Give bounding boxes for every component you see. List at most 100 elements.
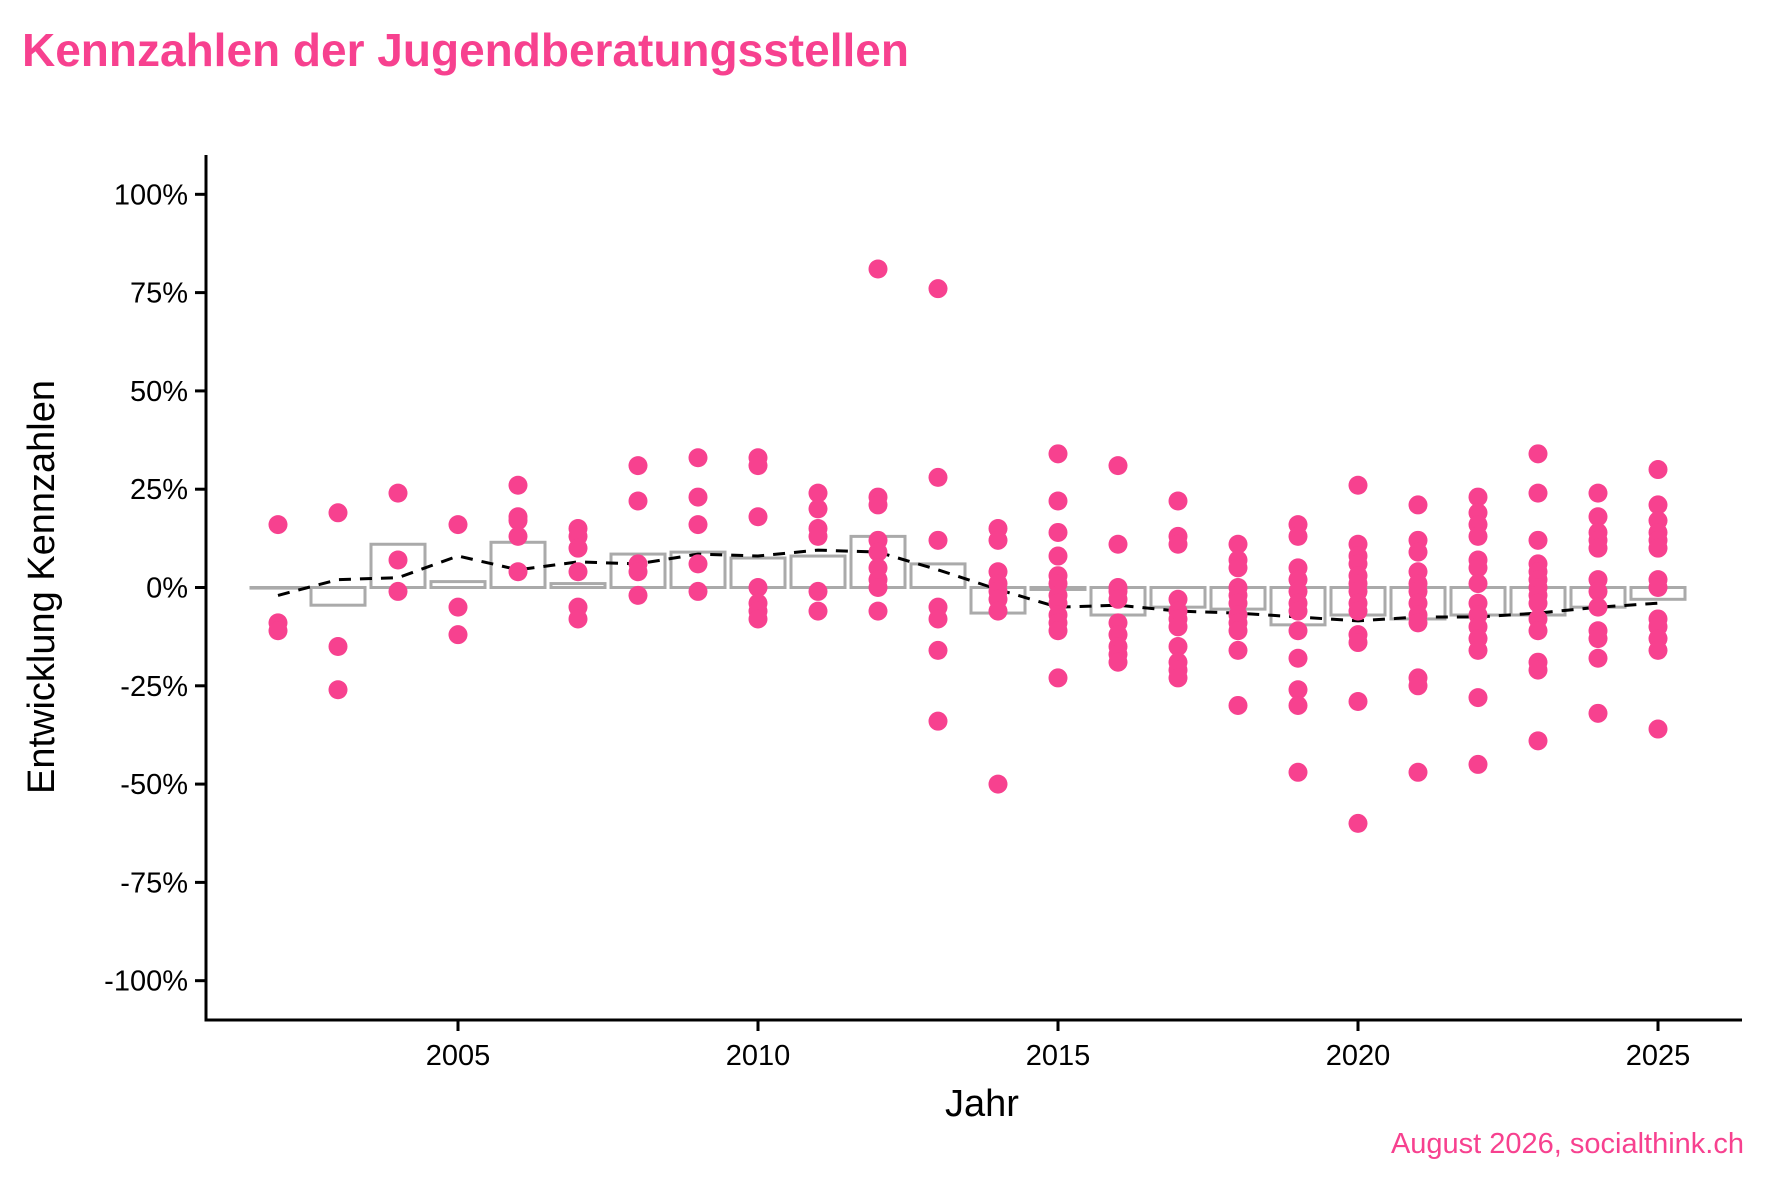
data-point-2012-4 (868, 542, 888, 562)
data-point-2018-2 (1228, 558, 1248, 578)
data-point-2023-8 (1528, 593, 1548, 613)
y-tick-label-3: 25% (130, 474, 188, 506)
y-tick-label-7: -75% (120, 867, 188, 899)
data-point-2018-9 (1228, 640, 1248, 660)
data-point-2022-11 (1468, 640, 1488, 660)
y-tick-label-5: -25% (120, 671, 188, 703)
bar-2003 (309, 586, 367, 607)
data-point-2008-4 (628, 585, 648, 605)
data-point-2010-1 (748, 456, 768, 476)
data-point-2006-4 (508, 562, 528, 582)
data-point-2019-7 (1288, 621, 1308, 641)
y-tick-label-8: -100% (104, 966, 188, 998)
data-point-2003-2 (328, 680, 348, 700)
data-point-2023-1 (1528, 483, 1548, 503)
data-point-2017-6 (1168, 617, 1188, 637)
data-point-2021-8 (1408, 613, 1428, 633)
data-point-2013-5 (928, 640, 948, 660)
bar-2007 (549, 582, 607, 589)
data-point-2023-2 (1528, 530, 1548, 550)
data-point-2019-6 (1288, 601, 1308, 621)
x-tick-label-4: 2025 (1626, 1040, 1691, 1072)
data-point-2016-0 (1108, 456, 1128, 476)
data-point-2016-4 (1108, 589, 1128, 609)
data-point-2017-2 (1168, 534, 1188, 554)
data-point-2023-0 (1528, 444, 1548, 464)
data-point-2009-3 (688, 554, 708, 574)
data-point-2005-2 (448, 625, 468, 645)
data-point-2020-0 (1348, 475, 1368, 495)
data-point-2024-6 (1588, 581, 1608, 601)
data-point-2024-0 (1588, 483, 1608, 503)
data-point-2006-3 (508, 526, 528, 546)
x-tick-label-1: 2010 (726, 1040, 791, 1072)
x-axis-title: Jahr (945, 1083, 1019, 1125)
trend-layer (277, 548, 1659, 623)
data-point-2015-2 (1048, 522, 1068, 542)
data-point-2007-3 (568, 562, 588, 582)
data-point-2013-0 (928, 279, 948, 299)
data-point-2013-1 (928, 467, 948, 487)
data-point-2005-1 (448, 597, 468, 617)
data-point-2004-2 (388, 581, 408, 601)
data-point-2022-6 (1468, 574, 1488, 594)
data-point-2019-10 (1288, 695, 1308, 715)
data-point-2018-10 (1228, 695, 1248, 715)
data-point-2017-0 (1168, 491, 1188, 511)
data-point-2015-11 (1048, 668, 1068, 688)
data-point-2013-6 (928, 711, 948, 731)
y-tick-label-6: -50% (120, 769, 188, 801)
data-point-2019-11 (1288, 762, 1308, 782)
data-point-2021-10 (1408, 676, 1428, 696)
data-point-2007-2 (568, 538, 588, 558)
page-title: Kennzahlen der Jugendberatungsstellen (22, 24, 909, 76)
data-point-2015-0 (1048, 444, 1068, 464)
data-point-2022-5 (1468, 558, 1488, 578)
data-point-2014-1 (988, 530, 1008, 550)
data-point-2020-8 (1348, 601, 1368, 621)
data-point-2024-7 (1588, 597, 1608, 617)
data-point-2022-13 (1468, 754, 1488, 774)
x-tick-label-3: 2020 (1326, 1040, 1391, 1072)
data-point-2012-2 (868, 495, 888, 515)
data-point-2021-0 (1408, 495, 1428, 515)
data-point-2020-11 (1348, 692, 1368, 712)
data-point-2006-0 (508, 475, 528, 495)
data-point-2012-8 (868, 601, 888, 621)
data-point-2004-0 (388, 483, 408, 503)
data-point-2009-1 (688, 487, 708, 507)
data-point-2022-0 (1468, 487, 1488, 507)
data-point-2025-5 (1648, 538, 1668, 558)
data-point-2014-6 (988, 601, 1008, 621)
caption: August 2026, socialthink.ch (1390, 1128, 1744, 1160)
data-point-2002-0 (268, 515, 288, 535)
data-point-2025-7 (1648, 578, 1668, 597)
data-point-2009-2 (688, 515, 708, 535)
bar-2013 (909, 562, 967, 590)
y-tick-label-4: 0% (146, 573, 188, 605)
data-point-2022-12 (1468, 688, 1488, 708)
data-point-2012-0 (868, 259, 888, 279)
data-point-2008-3 (628, 562, 648, 582)
data-point-2025-0 (1648, 460, 1668, 480)
data-point-2023-10 (1528, 621, 1548, 641)
y-axis-title: Entwicklung Kennzahlen (21, 380, 63, 794)
data-point-2020-10 (1348, 633, 1368, 653)
data-point-2021-2 (1408, 542, 1428, 562)
data-point-2015-1 (1048, 491, 1068, 511)
data-point-2012-7 (868, 578, 888, 597)
data-point-2021-11 (1408, 762, 1428, 782)
data-point-2020-12 (1348, 813, 1368, 833)
data-point-2017-10 (1168, 668, 1188, 688)
data-point-2003-0 (328, 503, 348, 523)
data-point-2013-2 (928, 530, 948, 550)
data-point-2024-11 (1588, 703, 1608, 723)
data-point-2011-4 (808, 581, 828, 601)
data-point-2018-0 (1228, 534, 1248, 554)
data-point-2011-5 (808, 601, 828, 621)
data-point-2019-9 (1288, 680, 1308, 700)
y-tick-label-0: 100% (114, 179, 188, 211)
data-point-2011-0 (808, 483, 828, 503)
data-point-2017-7 (1168, 636, 1188, 656)
